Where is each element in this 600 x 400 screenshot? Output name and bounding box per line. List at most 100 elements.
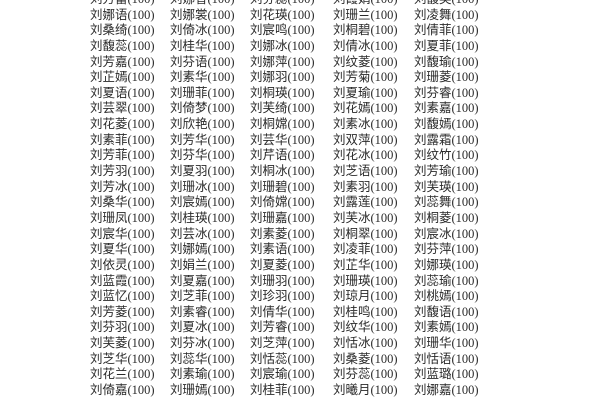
score-text: (100) bbox=[207, 164, 235, 179]
name-entry: 刘夏语(100) bbox=[90, 86, 155, 102]
name-entry: 刘恬语(100) bbox=[414, 352, 479, 368]
score-text: (100) bbox=[451, 23, 479, 38]
name-entry: 刘蕊瑜(100) bbox=[414, 274, 479, 290]
name-text: 刘芷华 bbox=[333, 257, 371, 272]
name-text: 刘芝语 bbox=[333, 164, 371, 179]
score-text: (100) bbox=[370, 38, 398, 53]
score-text: (100) bbox=[287, 351, 315, 366]
name-text: 刘芸翠 bbox=[90, 101, 128, 116]
name-entry: 刘花瑛(100) bbox=[250, 8, 315, 24]
name-text: 刘双萍 bbox=[333, 132, 371, 147]
name-entry: 刘珊菱(100) bbox=[414, 70, 479, 86]
name-text: 刘桑绮 bbox=[90, 23, 128, 38]
score-text: (100) bbox=[127, 336, 155, 351]
name-text: 刘倚梦 bbox=[170, 101, 208, 116]
name-text: 刘娜香 bbox=[170, 0, 208, 6]
name-text: 刘倚冰 bbox=[170, 23, 208, 38]
score-text: (100) bbox=[127, 54, 155, 69]
name-entry: 刘芬蕊(100) bbox=[333, 367, 398, 383]
score-text: (100) bbox=[207, 38, 235, 53]
name-entry: 刘蕊舞(100) bbox=[414, 195, 479, 211]
name-entry: 刘珊兰(100) bbox=[333, 8, 398, 24]
name-entry: 刘倚冰(100) bbox=[170, 23, 235, 39]
name-text: 刘桂华 bbox=[170, 38, 208, 53]
name-entry: 刘芷嫣(100) bbox=[90, 70, 155, 86]
name-text: 刘桐菱 bbox=[414, 210, 452, 225]
name-text: 刘珊羽 bbox=[250, 273, 288, 288]
name-entry: 刘花兰(100) bbox=[90, 367, 155, 383]
name-row: 刘夏语(100) 刘珊菲(100) 刘桐瑛(100) 刘夏瑜(100) 刘芬睿(100) bbox=[0, 86, 600, 102]
name-entry: 刘桑华(100) bbox=[90, 195, 155, 211]
score-text: (100) bbox=[127, 257, 155, 272]
name-entry: 刘馥蕊(100) bbox=[90, 39, 155, 55]
name-entry: 刘桐冰(100) bbox=[250, 164, 315, 180]
name-text: 刘夏嘉 bbox=[170, 273, 208, 288]
name-row: 刘蓝忆(100) 刘芝菲(100) 刘珍羽(100) 刘琼月(100) 刘桃嫣(100) bbox=[0, 289, 600, 305]
name-entry: 刘娜萍(100) bbox=[250, 55, 315, 71]
score-text: (100) bbox=[207, 273, 235, 288]
score-text: (100) bbox=[127, 132, 155, 147]
name-entry: 刘素睿(100) bbox=[170, 305, 235, 321]
name-row: 刘芬羽(100) 刘夏冰(100) 刘芳睿(100) 刘纹华(100) 刘素嫣(100) bbox=[0, 320, 600, 336]
score-text: (100) bbox=[207, 85, 235, 100]
name-text: 刘宸华 bbox=[90, 226, 128, 241]
name-text: 刘蕊华 bbox=[170, 351, 208, 366]
score-text: (100) bbox=[127, 23, 155, 38]
name-entry: 刘桂瑛(100) bbox=[170, 211, 235, 227]
name-text: 刘珊碧 bbox=[250, 179, 288, 194]
name-text: 刘倩菲 bbox=[414, 23, 452, 38]
name-text: 刘宸鸣 bbox=[250, 23, 288, 38]
name-entry: 刘芳菊(100) bbox=[333, 70, 398, 86]
score-text: (100) bbox=[207, 70, 235, 85]
score-text: (100) bbox=[207, 54, 235, 69]
name-row: 刘宸华(100) 刘芸冰(100) 刘素菱(100) 刘桐翠(100) 刘宸冰(100) bbox=[0, 227, 600, 243]
name-text: 刘素嘉 bbox=[414, 101, 452, 116]
name-text: 刘纹菱 bbox=[333, 54, 371, 69]
score-text: (100) bbox=[287, 23, 315, 38]
name-entry: 刘花菱(100) bbox=[90, 117, 155, 133]
name-entry: 刘娜冰(100) bbox=[250, 39, 315, 55]
name-entry: 刘芳嘉(100) bbox=[90, 55, 155, 71]
name-text: 刘芬冰 bbox=[170, 336, 208, 351]
score-text: (100) bbox=[451, 54, 479, 69]
name-text: 刘霞娟 bbox=[333, 0, 371, 6]
score-text: (100) bbox=[370, 289, 398, 304]
name-text: 刘芸华 bbox=[250, 132, 288, 147]
name-text: 刘宸冰 bbox=[414, 226, 452, 241]
name-row: 刘蓝霞(100) 刘夏嘉(100) 刘珊羽(100) 刘珊瑛(100) 刘蕊瑜(100) bbox=[0, 274, 600, 290]
name-entry: 刘馥语(100) bbox=[414, 305, 479, 321]
name-text: 刘素冰 bbox=[333, 117, 371, 132]
name-entry: 刘桃嫣(100) bbox=[414, 289, 479, 305]
score-text: (100) bbox=[207, 289, 235, 304]
name-text: 刘花瑛 bbox=[250, 7, 288, 22]
name-entry: 刘娜嫣(100) bbox=[170, 242, 235, 258]
name-entry: 刘纹菱(100) bbox=[333, 55, 398, 71]
name-entry: 刘芸冰(100) bbox=[170, 227, 235, 243]
name-row: 刘倚嘉(100) 刘珊嫣(100) 刘桂菲(100) 刘曦月(100) 刘娜嘉(100) bbox=[0, 383, 600, 399]
name-text: 刘馥语 bbox=[414, 304, 452, 319]
score-text: (100) bbox=[287, 383, 315, 398]
score-text: (100) bbox=[127, 367, 155, 382]
score-text: (100) bbox=[287, 195, 315, 210]
name-entry: 刘芙绮(100) bbox=[250, 101, 315, 117]
name-row: 刘娜语(100) 刘娜裳(100) 刘花瑛(100) 刘珊兰(100) 刘凌舞(100) bbox=[0, 8, 600, 24]
score-text: (100) bbox=[207, 23, 235, 38]
name-text: 刘珊瑛 bbox=[333, 273, 371, 288]
name-text: 刘珊冰 bbox=[170, 179, 208, 194]
score-text: (100) bbox=[451, 242, 479, 257]
name-text: 刘倩冰 bbox=[333, 38, 371, 53]
score-text: (100) bbox=[451, 367, 479, 382]
score-text: (100) bbox=[451, 117, 479, 132]
name-entry: 刘素嫣(100) bbox=[414, 320, 479, 336]
name-entry: 刘宸华(100) bbox=[90, 227, 155, 243]
name-text: 刘蓝忆 bbox=[90, 289, 128, 304]
name-row: 刘芷嫣(100) 刘素华(100) 刘娜羽(100) 刘芳菊(100) 刘珊菱(100) bbox=[0, 70, 600, 86]
score-text: (100) bbox=[208, 0, 235, 6]
name-entry: 刘桑菱(100) bbox=[333, 352, 398, 368]
name-text: 刘芙绮 bbox=[250, 101, 288, 116]
name-entry: 刘倚嘉(100) bbox=[90, 383, 155, 399]
name-entry: 刘纹竹(100) bbox=[414, 148, 479, 164]
score-text: (100) bbox=[287, 273, 315, 288]
name-text: 刘蕊瑜 bbox=[414, 273, 452, 288]
score-text: (100) bbox=[287, 304, 315, 319]
